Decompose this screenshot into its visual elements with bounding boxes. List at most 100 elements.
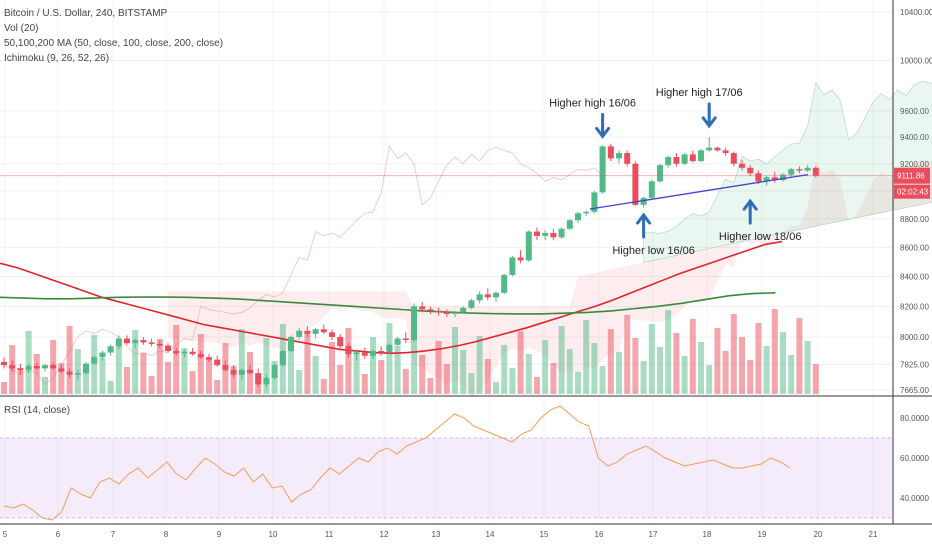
volume-bar [189, 371, 196, 394]
candle [493, 292, 499, 298]
down-arrow-icon [595, 112, 611, 139]
candle [788, 169, 795, 175]
candle [648, 181, 655, 198]
volume-bar [443, 364, 450, 394]
candle [132, 340, 139, 344]
candle [665, 157, 672, 166]
candle [83, 363, 89, 374]
candle [452, 312, 458, 314]
volume-bar [673, 333, 680, 394]
volume-bar [607, 329, 614, 394]
candle [99, 352, 106, 358]
candle [402, 338, 409, 341]
candle [468, 300, 475, 308]
symbol-title[interactable]: Bitcoin / U.S. Dollar, 240, BITSTAMP [4, 8, 168, 19]
candle [607, 146, 614, 159]
volume-bar [181, 348, 188, 394]
candle [714, 147, 721, 151]
volume-bar [148, 376, 155, 394]
candle [296, 330, 303, 337]
volume-bar [312, 356, 319, 394]
candle [558, 228, 565, 238]
volume-bar [238, 329, 245, 394]
volume-bar [378, 360, 385, 394]
candle [460, 307, 467, 313]
annotation-label: Higher low 16/06 [612, 245, 695, 257]
volume-bar [575, 372, 581, 394]
price-tick-label: 8000.00 [900, 333, 929, 342]
volume-bar [583, 320, 590, 394]
volume-bar [476, 336, 483, 394]
volume-bar [517, 331, 524, 394]
volume-bar [33, 354, 40, 394]
volume-bar [83, 372, 89, 394]
volume-bar [730, 314, 737, 394]
price-tick-label: 8800.00 [900, 215, 929, 224]
volume-bar [558, 326, 565, 394]
candle [288, 336, 294, 351]
rsi-title[interactable]: RSI (14, close) [4, 405, 71, 416]
candle [640, 197, 647, 205]
candle [706, 147, 713, 151]
volume-bar [156, 339, 163, 394]
volume-bar [460, 350, 467, 394]
volume-bar [648, 324, 655, 394]
candle [747, 167, 754, 174]
candle [427, 309, 434, 311]
volume-bar [484, 359, 491, 394]
candle [739, 163, 745, 168]
candle [107, 346, 114, 353]
candle [140, 340, 147, 343]
volume-bar [370, 337, 376, 394]
time-tick-label: 6 [56, 530, 61, 539]
candle [337, 336, 344, 347]
volume-bar [25, 331, 32, 394]
price-tick-label: 8200.00 [900, 302, 929, 311]
candle [583, 211, 590, 214]
volume-bar [468, 373, 475, 394]
candle [517, 257, 524, 261]
price-tick-label: 8600.00 [900, 243, 929, 252]
candle [534, 231, 540, 236]
time-tick-label: 16 [595, 530, 604, 539]
down-arrow-icon [701, 102, 717, 129]
time-tick-label: 18 [703, 530, 712, 539]
candle [312, 329, 319, 334]
indicator-volume[interactable]: Vol (20) [4, 23, 39, 34]
candle [156, 343, 163, 346]
candle [575, 213, 581, 221]
volume-bar [534, 377, 540, 394]
volume-bar [657, 347, 663, 394]
candle [673, 157, 680, 164]
indicator-ichimoku[interactable]: Ichimoku (9, 26, 52, 26) [4, 53, 110, 64]
candle [370, 350, 376, 356]
volume-bar [99, 358, 106, 394]
volume-bar [525, 354, 532, 394]
volume-bar [681, 356, 688, 394]
volume-bar [706, 365, 713, 394]
time-tick-label: 9 [217, 530, 222, 539]
time-tick-label: 14 [486, 530, 495, 539]
volume-bar [214, 380, 221, 394]
candle [657, 165, 663, 182]
candle [763, 177, 770, 182]
candle [681, 154, 688, 164]
volume-bar [771, 309, 778, 394]
candle [304, 330, 311, 334]
ichimoku-lagging-line [3, 145, 603, 385]
candle [419, 306, 426, 310]
price-tick-label: 9200.00 [900, 160, 929, 169]
ichimoku-cloud-green [643, 81, 932, 263]
volume-bar [124, 367, 130, 394]
candle [124, 338, 130, 344]
volume-bar [230, 366, 237, 394]
volume-bar [796, 318, 803, 394]
candle [91, 357, 98, 364]
volume-bar [698, 342, 704, 394]
indicator-ma[interactable]: 50,100,200 MA (50, close, 100, close, 20… [4, 38, 224, 49]
volume-bar [624, 315, 631, 394]
candle [115, 338, 122, 347]
volume-bar [173, 325, 180, 394]
